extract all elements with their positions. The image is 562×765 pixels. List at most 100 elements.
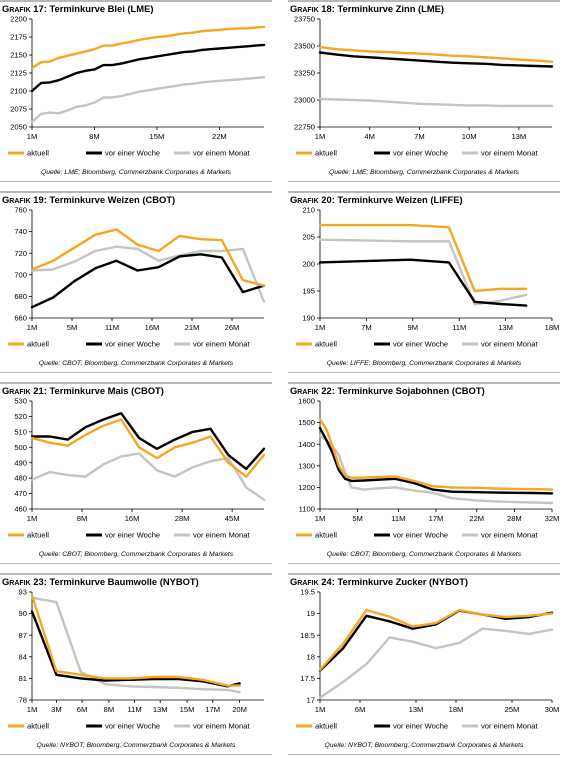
legend-label-aktuell: aktuell [27, 340, 49, 349]
line-chart: 660 680 700 720 740 760 1M 5M 11M 16M 21M 26M aktuel… [8, 206, 266, 349]
series-line-aktuell [30, 228, 266, 287]
y-tick-label: 740 [14, 227, 27, 236]
x-tick-label: 16M [145, 323, 160, 332]
chart-source: Quelle: CBOT; Bloomberg, Commerzbank Cor… [326, 551, 522, 558]
x-tick-label: 1M [27, 514, 38, 523]
y-tick-label: 23750 [294, 15, 315, 24]
y-tick-label: 2075 [10, 105, 27, 114]
chart-title-text: Terminkurve Zinn (LME) [337, 3, 445, 14]
y-tick-label: 660 [14, 314, 27, 323]
chart-title: Grafik 19: Terminkurve Weizen (CBOT) [2, 194, 175, 205]
y-tick-label: 480 [14, 474, 27, 483]
line-chart: 1100 1200 1300 1400 1500 1600 1M 5M 11M 17M 22M 28M… [296, 397, 559, 540]
chart-number: Grafik 23: [2, 576, 47, 587]
series-line-aktuell [318, 45, 554, 63]
legend-label-vor-einem-monat: vor einem Monat [193, 149, 250, 158]
line-chart: 22750 23000 23250 23500 23750 1M 4M 7M 10M 13M akt… [294, 15, 554, 158]
chart-title: Grafik 21: Terminkurve Mais (CBOT) [2, 385, 164, 396]
chart-title-text: Terminkurve Weizen (LIFFE) [337, 194, 463, 205]
y-tick-label: 23500 [294, 42, 315, 51]
y-tick-label: 195 [302, 287, 315, 296]
legend-label-vor-einer-woche: vor einer Woche [105, 149, 160, 158]
series-line-vor-einer-woche [318, 426, 554, 495]
chart-panel-zucker: Grafik 24: Terminkurve Zucker (NYBOT) 17… [288, 573, 562, 763]
legend-label-vor-einer-woche: vor einer Woche [105, 531, 160, 540]
x-tick-label: 1M [27, 323, 38, 332]
x-tick-label: 4M [364, 132, 375, 141]
x-tick-label: 5M [67, 323, 78, 332]
series-line-vor-einem-monat [30, 76, 266, 124]
y-tick-label: 22750 [294, 123, 315, 132]
chart-number: Grafik 21: [2, 385, 47, 396]
chart-panel-mais: Grafik 21: Terminkurve Mais (CBOT) 460 47… [0, 382, 276, 572]
y-tick-label: 19.5 [300, 588, 315, 597]
x-tick-label: 16M [125, 514, 140, 523]
chart-source: Quelle: CBOT; Bloomberg, Commerzbank Cor… [38, 551, 234, 558]
x-tick-label: 21M [185, 323, 200, 332]
series-line-vor-einem-monat [318, 238, 528, 306]
y-tick-label: 84 [19, 652, 27, 661]
chart-title: Grafik 23: Terminkurve Baumwolle (NYBOT) [2, 576, 199, 587]
divider [0, 563, 272, 564]
y-tick-label: 81 [19, 674, 27, 683]
x-tick-label: 9M [408, 323, 419, 332]
x-tick-label: 8M [77, 514, 88, 523]
series-line-vor-einer-woche [30, 253, 266, 309]
legend-label-vor-einem-monat: vor einem Monat [481, 722, 538, 731]
chart-source: Quelle: LME; Bloomberg, Commerzbank Corp… [328, 169, 519, 176]
divider [0, 382, 272, 384]
series-line-aktuell [318, 223, 528, 293]
divider [0, 372, 272, 373]
x-tick-label: 13M [511, 132, 526, 141]
y-tick-label: 1200 [298, 483, 315, 492]
legend-label-vor-einer-woche: vor einer Woche [105, 340, 160, 349]
chart-title: Grafik 24: Terminkurve Zucker (NYBOT) [290, 576, 468, 587]
divider [288, 372, 560, 373]
x-tick-label: 8M [89, 132, 100, 141]
series-line-vor-einer-woche [318, 609, 554, 672]
chart-title: Grafik 17: Terminkurve Blei (LME) [2, 3, 153, 14]
series-line-vor-einem-monat [30, 452, 266, 501]
series-line-vor-einer-woche [318, 51, 554, 68]
x-tick-label: 30M [545, 705, 560, 714]
chart-panel-baumwolle: Grafik 23: Terminkurve Baumwolle (NYBOT)… [0, 573, 276, 763]
x-tick-label: 1M [27, 132, 38, 141]
y-tick-label: 90 [19, 609, 27, 618]
chart-number: Grafik 24: [290, 576, 335, 587]
divider [288, 754, 560, 755]
x-tick-label: 17M [429, 514, 444, 523]
y-tick-label: 1600 [298, 397, 315, 406]
chart-panel-blei: Grafik 17: Terminkurve Blei (LME) 2050 20… [0, 0, 276, 190]
y-tick-label: 2200 [10, 15, 27, 24]
chart-panel-sojabohnen: Grafik 22: Terminkurve Sojabohnen (CBOT)… [288, 382, 562, 572]
series-line-vor-einem-monat [318, 97, 554, 108]
legend-label-vor-einer-woche: vor einer Woche [393, 531, 448, 540]
y-tick-label: 17.5 [300, 674, 315, 683]
x-tick-label: 17M [205, 705, 220, 714]
x-tick-label: 6M [355, 705, 366, 714]
x-tick-label: 18M [545, 323, 560, 332]
divider [288, 0, 560, 2]
legend-label-aktuell: aktuell [315, 531, 337, 540]
series-line-vor-einer-woche [30, 412, 266, 471]
y-tick-label: 470 [14, 489, 27, 498]
y-tick-label: 2125 [10, 69, 27, 78]
x-tick-label: 5M [352, 514, 363, 523]
chart-title-text: Terminkurve Baumwolle (NYBOT) [49, 576, 199, 587]
x-tick-label: 10M [462, 132, 477, 141]
legend-label-aktuell: aktuell [27, 722, 49, 731]
line-chart: 460 470 480 490 500 510 520 530 1M 8M 16M 28M 45M akt… [8, 397, 266, 540]
y-tick-label: 87 [19, 631, 27, 640]
legend-label-aktuell: aktuell [315, 722, 337, 731]
y-tick-label: 510 [14, 427, 27, 436]
chart-number: Grafik 22: [290, 385, 335, 396]
divider [0, 181, 272, 182]
legend-label-aktuell: aktuell [27, 149, 49, 158]
x-tick-label: 28M [175, 514, 190, 523]
y-tick-label: 93 [19, 588, 27, 597]
divider [0, 0, 272, 2]
chart-source: Quelle: NYBOT; Bloomberg, Commerzbank Co… [36, 742, 236, 749]
chart-number: Grafik 19: [2, 194, 47, 205]
y-tick-label: 18 [307, 652, 315, 661]
x-tick-label: 11M [391, 514, 405, 523]
